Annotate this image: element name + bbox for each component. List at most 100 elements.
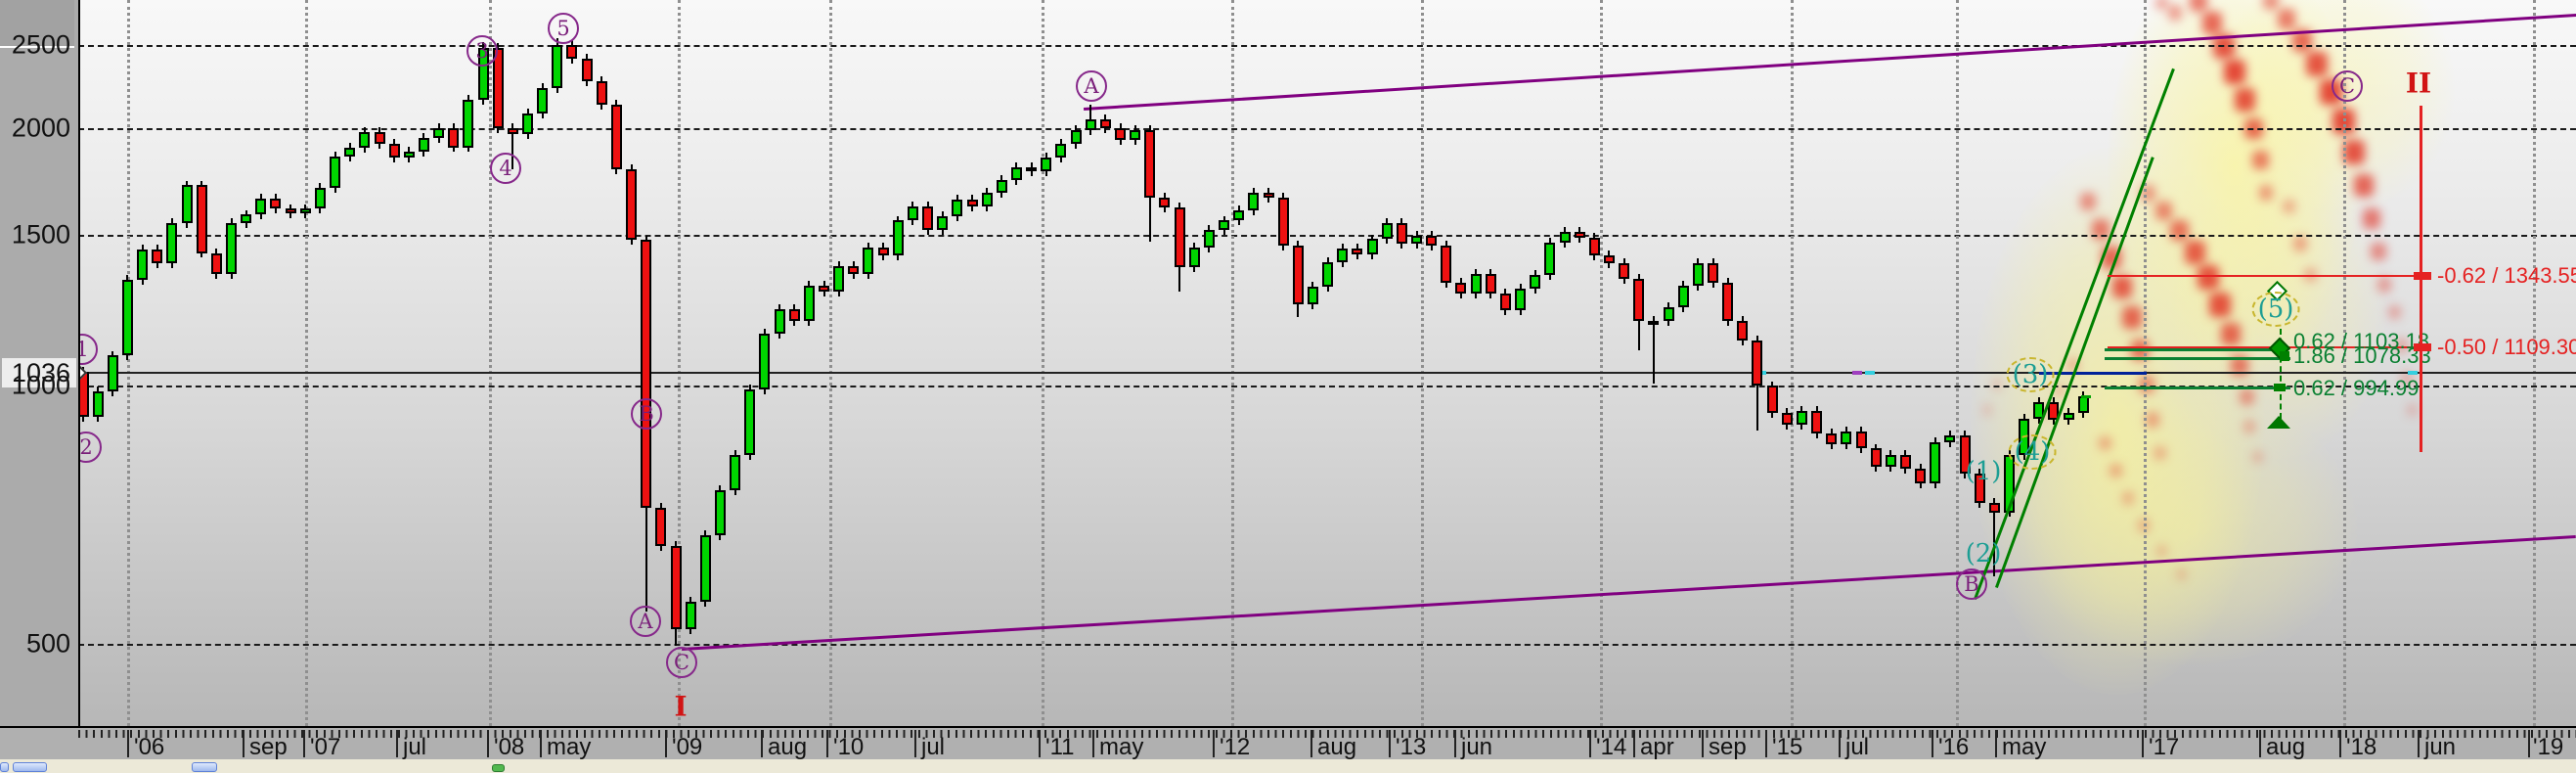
wave-label-1: 1: [78, 334, 98, 365]
heatmap-blob: [2209, 293, 2231, 318]
price-axis-line: [78, 0, 80, 726]
taskbar-button[interactable]: [0, 762, 9, 772]
candle-down: [788, 308, 800, 322]
wave-label-B: B: [1956, 568, 1987, 600]
heatmap-blob: [2263, 0, 2279, 11]
candle-up: [92, 391, 104, 418]
candle-up: [1944, 435, 1956, 442]
candle-down: [596, 80, 607, 106]
candle-up: [418, 137, 429, 152]
candle-up: [714, 489, 726, 535]
heatmap-blob: [2053, 384, 2065, 397]
gridline-year: [2533, 0, 2536, 726]
heatmap-blob: [2198, 265, 2219, 291]
candle-down: [1115, 128, 1126, 140]
time-axis-label: aug: [1317, 734, 1357, 760]
candle-down: [1766, 386, 1778, 413]
taskbar-button[interactable]: [192, 762, 217, 772]
candle-down: [1811, 410, 1823, 433]
heatmap-blob: [2153, 445, 2166, 461]
heatmap-blob: [2406, 403, 2418, 417]
green-tick-marker: [2081, 395, 2091, 398]
gridline-year: [2144, 0, 2147, 726]
heatmap-blob: [2363, 208, 2380, 229]
price-line-tick: [1865, 371, 1875, 375]
candle-down: [210, 252, 222, 275]
subwave-label-4: (4): [2008, 434, 2057, 470]
candle-down: [492, 48, 504, 129]
candle-up: [685, 601, 696, 629]
wave-label-B: B: [631, 398, 662, 430]
fib-green-vline: [2280, 329, 2282, 419]
time-axis-separator: [1454, 730, 1456, 757]
heatmap-blob: [2168, 5, 2182, 22]
subwave-label-2: (2): [1965, 539, 2002, 568]
candle-down: [1277, 197, 1289, 247]
time-axis-label: '11: [1045, 734, 1075, 760]
heatmap-blob: [2109, 463, 2122, 478]
candle-up: [1381, 222, 1393, 240]
gridline-year: [829, 0, 832, 726]
heatmap-blob: [2303, 267, 2317, 283]
candle-up: [833, 266, 845, 292]
time-axis-label: '10: [833, 734, 865, 760]
heatmap-blob: [2239, 387, 2254, 405]
heatmap-blob: [2154, 0, 2168, 11]
time-axis-separator: [2339, 730, 2341, 757]
candle-up: [1188, 248, 1200, 268]
candle-up: [1930, 441, 1941, 483]
time-axis[interactable]: '06 sep '07 jul '08 may '09 aug '10 jul '11 may '12 a…: [0, 726, 2576, 760]
candle-down: [152, 249, 163, 264]
candle-up: [137, 249, 149, 281]
plot-area[interactable]: -0.62 / 1343.55 -0.50 / 1109.30 0.62 / 110…: [78, 0, 2576, 726]
candle-up: [1055, 143, 1067, 158]
candle-up: [1559, 232, 1571, 244]
time-axis-separator: [1633, 730, 1635, 757]
candle-down: [1826, 433, 1838, 444]
candle-up: [2063, 413, 2074, 421]
candle-down: [655, 508, 667, 547]
candle-down: [1899, 455, 1911, 470]
time-axis-label: '09: [672, 734, 703, 760]
candle-down: [1722, 282, 1734, 322]
time-axis-separator: [243, 730, 244, 757]
candle-down: [196, 185, 207, 253]
time-axis-separator: [1702, 730, 1704, 757]
time-axis-separator: [665, 730, 667, 757]
heatmap-blob: [2282, 199, 2295, 214]
candle-down: [1485, 273, 1496, 294]
wave-label-2: 2: [78, 432, 102, 463]
heatmap-blob: [2154, 201, 2172, 221]
taskbar-green-indicator[interactable]: [492, 764, 505, 772]
candle-up: [255, 198, 267, 215]
time-axis-label: jul: [921, 734, 946, 760]
heatmap-blob: [2190, 0, 2207, 12]
heatmap-blob: [2251, 150, 2269, 170]
candle-down: [1619, 263, 1630, 279]
candle-down: [1855, 431, 1867, 449]
time-axis-label: jul: [403, 734, 427, 760]
candle-down: [1174, 207, 1185, 268]
time-axis-label: '12: [1220, 734, 1251, 760]
candle-wick: [1652, 316, 1655, 384]
gridline-year: [1421, 0, 1424, 726]
gridline-horizontal: [78, 128, 2576, 131]
gridline-year: [127, 0, 130, 726]
candle-down: [1426, 236, 1438, 246]
candle-up: [981, 193, 993, 207]
time-axis-separator: [2528, 730, 2530, 757]
heatmap-blob: [2175, 568, 2187, 581]
time-axis-separator: [2142, 730, 2144, 757]
price-axis-label: 1000: [11, 370, 70, 400]
taskbar-button[interactable]: [13, 762, 47, 772]
candle-up: [226, 222, 237, 275]
gridline-horizontal: [78, 45, 2576, 48]
candle-up: [774, 308, 785, 335]
time-axis-separator: [761, 730, 763, 757]
time-axis-separator: [1310, 730, 1312, 757]
time-axis-separator: [127, 730, 129, 757]
heatmap-blob: [2080, 193, 2096, 211]
candle-up: [744, 389, 756, 456]
candle-down: [374, 131, 385, 144]
candle-up: [299, 208, 311, 214]
